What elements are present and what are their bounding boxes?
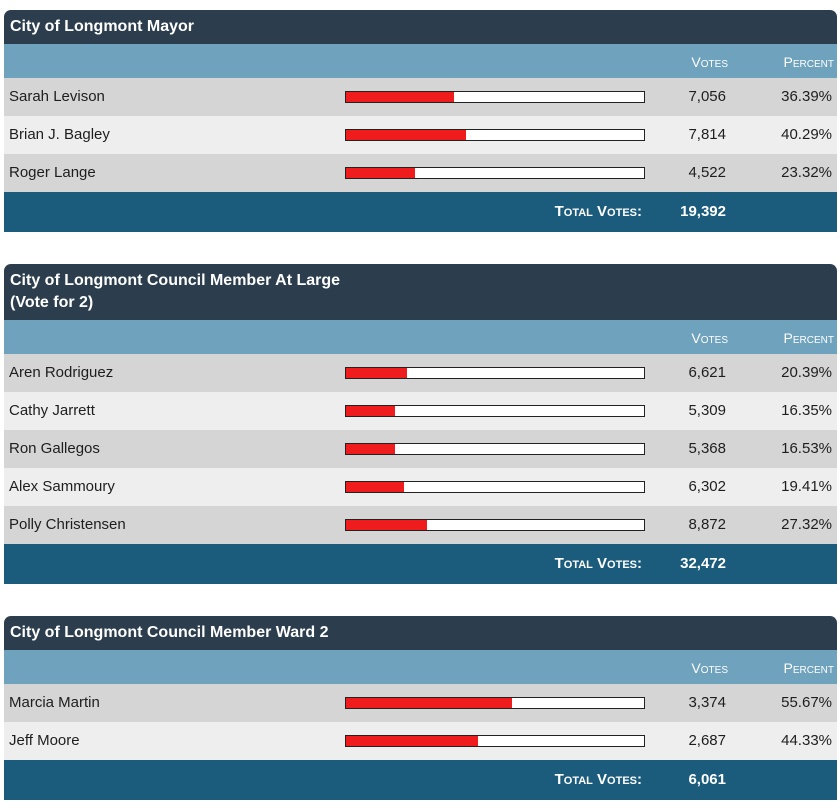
candidate-votes: 6,621 <box>688 364 726 381</box>
candidate-percent: 23.32% <box>781 164 832 181</box>
vote-share-bar <box>345 405 645 417</box>
race-title-bar: City of Longmont Mayor <box>4 10 837 44</box>
candidate-name: Jeff Moore <box>9 732 80 749</box>
candidate-row: Polly Christensen 8,872 27.32% <box>4 506 837 544</box>
candidate-percent: 55.67% <box>781 694 832 711</box>
race-title-bar: City of Longmont Council Member Ward 2 <box>4 616 837 650</box>
candidate-name: Brian J. Bagley <box>9 126 110 143</box>
total-votes-value: 32,472 <box>680 555 726 572</box>
candidate-row: Alex Sammoury 6,302 19.41% <box>4 468 837 506</box>
race-title: City of Longmont Mayor <box>10 18 194 35</box>
candidate-percent: 20.39% <box>781 364 832 381</box>
total-votes-label: Total Votes: <box>554 555 642 572</box>
candidate-votes: 7,056 <box>688 88 726 105</box>
vote-share-bar <box>345 697 645 709</box>
candidate-row: Cathy Jarrett 5,309 16.35% <box>4 392 837 430</box>
candidate-votes: 8,872 <box>688 516 726 533</box>
race-panel: City of Longmont Council Member Ward 2 Vo… <box>4 616 837 800</box>
candidate-percent: 19.41% <box>781 478 832 495</box>
vote-share-bar-fill <box>346 168 416 178</box>
vote-share-bar <box>345 167 645 179</box>
candidate-name: Marcia Martin <box>9 694 100 711</box>
candidate-percent: 16.53% <box>781 440 832 457</box>
candidate-name: Sarah Levison <box>9 88 105 105</box>
vote-share-bar-fill <box>346 130 467 140</box>
candidate-votes: 6,302 <box>688 478 726 495</box>
candidate-votes: 2,687 <box>688 732 726 749</box>
candidate-name: Aren Rodriguez <box>9 364 114 381</box>
percent-column-header: Percent <box>783 330 834 346</box>
votes-column-header: Votes <box>691 660 728 676</box>
candidate-percent: 27.32% <box>781 516 832 533</box>
vote-share-bar <box>345 443 645 455</box>
vote-share-bar <box>345 367 645 379</box>
vote-share-bar <box>345 91 645 103</box>
race-title-bar: City of Longmont Council Member At Large… <box>4 264 837 320</box>
candidate-row: Roger Lange 4,522 23.32% <box>4 154 837 192</box>
candidate-name: Cathy Jarrett <box>9 402 95 419</box>
vote-share-bar-fill <box>346 482 404 492</box>
vote-share-bar-fill <box>346 698 512 708</box>
vote-share-bar-fill <box>346 520 428 530</box>
vote-share-bar <box>345 129 645 141</box>
race-title: City of Longmont Council Member Ward 2 <box>10 624 329 641</box>
column-header-row: Votes Percent <box>4 44 837 78</box>
vote-share-bar <box>345 481 645 493</box>
candidate-votes: 4,522 <box>688 164 726 181</box>
candidate-name: Roger Lange <box>9 164 96 181</box>
total-votes-label: Total Votes: <box>554 771 642 788</box>
candidate-row: Ron Gallegos 5,368 16.53% <box>4 430 837 468</box>
candidate-percent: 44.33% <box>781 732 832 749</box>
candidate-votes: 7,814 <box>688 126 726 143</box>
candidate-votes: 5,368 <box>688 440 726 457</box>
candidate-row: Aren Rodriguez 6,621 20.39% <box>4 354 837 392</box>
total-votes-label: Total Votes: <box>554 203 642 220</box>
candidate-percent: 36.39% <box>781 88 832 105</box>
candidate-percent: 40.29% <box>781 126 832 143</box>
candidate-name: Alex Sammoury <box>9 478 115 495</box>
total-votes-value: 19,392 <box>680 203 726 220</box>
vote-share-bar-fill <box>346 368 407 378</box>
vote-share-bar-fill <box>346 444 396 454</box>
percent-column-header: Percent <box>783 660 834 676</box>
candidate-name: Polly Christensen <box>9 516 126 533</box>
total-votes-row: Total Votes: 19,392 <box>4 192 837 232</box>
total-votes-row: Total Votes: 32,472 <box>4 544 837 584</box>
race-title: City of Longmont Council Member At Large… <box>10 272 341 311</box>
total-votes-value: 6,061 <box>688 771 726 788</box>
vote-share-bar-fill <box>346 736 479 746</box>
race-panel: City of Longmont Council Member At Large… <box>4 264 837 584</box>
column-header-row: Votes Percent <box>4 320 837 354</box>
candidate-row: Marcia Martin 3,374 55.67% <box>4 684 837 722</box>
race-panel: City of Longmont Mayor Votes Percent Sarah … <box>4 10 837 232</box>
candidate-votes: 5,309 <box>688 402 726 419</box>
vote-share-bar <box>345 519 645 531</box>
total-votes-row: Total Votes: 6,061 <box>4 760 837 800</box>
column-header-row: Votes Percent <box>4 650 837 684</box>
votes-column-header: Votes <box>691 330 728 346</box>
candidate-percent: 16.35% <box>781 402 832 419</box>
vote-share-bar <box>345 735 645 747</box>
votes-column-header: Votes <box>691 54 728 70</box>
vote-share-bar-fill <box>346 406 395 416</box>
percent-column-header: Percent <box>783 54 834 70</box>
candidate-votes: 3,374 <box>688 694 726 711</box>
candidate-row: Jeff Moore 2,687 44.33% <box>4 722 837 760</box>
candidate-name: Ron Gallegos <box>9 440 100 457</box>
candidate-row: Brian J. Bagley 7,814 40.29% <box>4 116 837 154</box>
vote-share-bar-fill <box>346 92 455 102</box>
candidate-row: Sarah Levison 7,056 36.39% <box>4 78 837 116</box>
